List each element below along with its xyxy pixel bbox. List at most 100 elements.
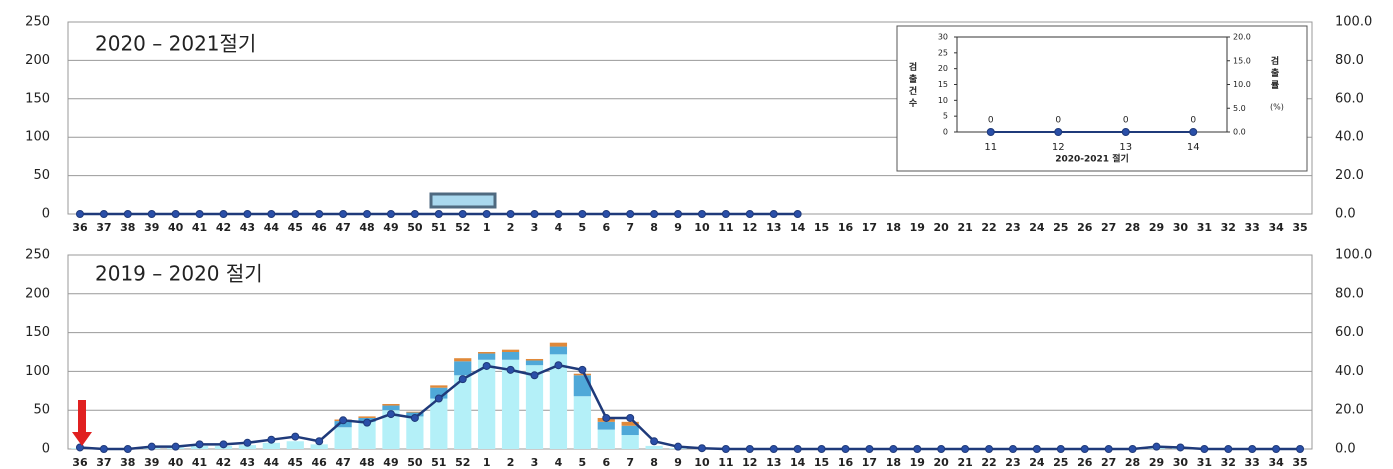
- x-tick-label: 39: [144, 221, 159, 234]
- x-tick-label: 35: [1292, 221, 1307, 234]
- marker: [721, 210, 730, 218]
- marker: [937, 445, 946, 453]
- marker: [123, 210, 132, 218]
- bar: [525, 360, 544, 366]
- marker: [745, 210, 754, 218]
- marker: [674, 210, 683, 218]
- y-tick-label: 150: [25, 91, 50, 106]
- x-tick-label: 14: [790, 221, 806, 234]
- x-tick-label: 5: [579, 456, 587, 469]
- x-tick-label: 38: [120, 221, 135, 234]
- bar: [406, 411, 424, 413]
- x-tick-label: 44: [264, 456, 280, 469]
- y2-tick-label: 60.0: [1335, 91, 1364, 106]
- x-tick-label: 40: [168, 456, 184, 469]
- x-tick-label: 2: [507, 221, 515, 234]
- bar: [334, 427, 352, 449]
- bar: [454, 361, 472, 376]
- marker: [793, 210, 802, 218]
- bar: [645, 445, 663, 449]
- marker: [841, 445, 850, 453]
- marker: [961, 445, 970, 453]
- y2-tick-label: 80.0: [1335, 286, 1364, 301]
- marker: [267, 210, 276, 218]
- marker: [1296, 445, 1305, 453]
- x-tick-label: 34: [1268, 221, 1284, 234]
- x-tick-label: 21: [957, 221, 972, 234]
- marker: [267, 435, 276, 444]
- x-tick-label: 31: [1197, 221, 1212, 234]
- marker: [986, 128, 995, 136]
- marker: [506, 210, 515, 218]
- marker: [745, 445, 754, 453]
- bar: [597, 429, 615, 449]
- y-tick-label: 250: [25, 15, 50, 30]
- bar: [454, 358, 472, 362]
- bar: [525, 365, 544, 449]
- x-tick-label: 8: [650, 221, 658, 234]
- x-tick-label: 42: [216, 456, 231, 469]
- y2-tick-label: 0.0: [1233, 128, 1246, 137]
- x-tick-label: 27: [1101, 221, 1116, 234]
- bar: [430, 385, 448, 388]
- panel-title: 2020 – 2021절기: [95, 32, 256, 56]
- marker: [75, 443, 84, 452]
- bar: [310, 444, 328, 449]
- marker: [1176, 443, 1185, 452]
- marker: [123, 445, 132, 453]
- x-tick-label: 35: [1292, 456, 1307, 469]
- data-label: 0: [1190, 116, 1196, 126]
- bar: [573, 375, 591, 397]
- y-tick-label: 5: [943, 112, 948, 121]
- x-tick-label: 28: [1125, 221, 1140, 234]
- inset: 0 5 10 15 20 25 30 0.0 5.0 10.0 15.0 20.0 11 12 13 14 20…: [907, 33, 1284, 165]
- marker: [985, 445, 994, 453]
- x-tick-label: 4: [555, 221, 563, 234]
- bar: [358, 421, 376, 449]
- x-tick-label: 51: [431, 221, 446, 234]
- x-tick-label: 48: [359, 221, 374, 234]
- bar: [597, 421, 615, 430]
- x-tick-label: 41: [192, 456, 207, 469]
- bar: [430, 398, 448, 449]
- y-tick-label: 250: [25, 248, 50, 263]
- x-tick-label: 21: [957, 456, 972, 469]
- marker: [650, 210, 659, 218]
- x-tick-label: 37: [96, 456, 111, 469]
- marker: [697, 210, 706, 218]
- x-tick-label: 18: [886, 456, 901, 469]
- x-tick-label: 19: [910, 221, 925, 234]
- marker: [913, 445, 922, 453]
- marker: [1121, 128, 1130, 136]
- marker: [865, 445, 874, 453]
- x-tick-label: 31: [1197, 456, 1212, 469]
- marker: [530, 371, 539, 380]
- x-tick-label: 11: [984, 142, 997, 153]
- marker: [1128, 445, 1137, 453]
- marker: [1224, 445, 1233, 453]
- y-tick-label: 50: [33, 403, 50, 418]
- bar: [501, 359, 520, 449]
- y2-tick-label: 80.0: [1335, 53, 1364, 68]
- x-tick-label: 42: [216, 221, 231, 234]
- marker: [75, 210, 84, 218]
- x-tick-label: 36: [72, 221, 88, 234]
- x-tick-label: 9: [674, 221, 682, 234]
- x-tick-label: 2: [507, 456, 515, 469]
- bar: [549, 346, 568, 355]
- y2-tick-label: 60.0: [1335, 325, 1364, 340]
- marker: [363, 210, 372, 218]
- y-tick-label: 15: [938, 80, 948, 89]
- x-tick-label: 32: [1221, 456, 1236, 469]
- marker: [602, 413, 611, 422]
- marker: [482, 361, 491, 370]
- x-tick-label: 49: [383, 221, 398, 234]
- marker: [219, 210, 228, 218]
- y2-tick-label: 40.0: [1335, 364, 1364, 379]
- bar: [358, 416, 376, 418]
- x-tick-label: 19: [910, 456, 925, 469]
- x-tick-label: 33: [1245, 221, 1260, 234]
- x-tick-label: 13: [766, 221, 781, 234]
- marker: [1080, 445, 1089, 453]
